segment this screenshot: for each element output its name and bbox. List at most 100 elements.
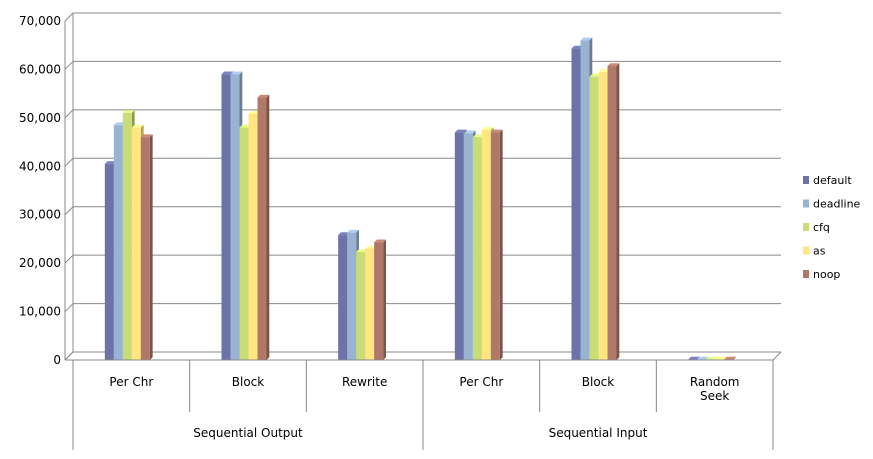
bar-front [472,137,482,360]
legend-item: noop [803,268,840,281]
bar-front [598,71,608,360]
bar-top [221,71,234,75]
bar-side [616,63,620,360]
bar-top [338,232,350,236]
bar-front [365,248,375,360]
bar-side [499,129,503,360]
legend-swatch [803,176,809,184]
bar-top [113,122,126,126]
y-tick-label: 60,000 [19,62,61,76]
legend-label: cfq [813,221,830,234]
bar-top [374,239,386,243]
legend-swatch [803,199,809,208]
legend-swatch [803,270,809,278]
bar-side [383,239,386,360]
bar-top [140,134,153,138]
bar-top [356,249,368,253]
x-tick-label: Rewrite [342,375,387,389]
legend-item: cfq [803,221,830,234]
legend: default deadline cfq as noop [803,174,861,281]
gridline-depth [64,12,74,22]
bar-front [257,97,267,360]
bar-front [580,40,590,360]
x-tick-label: Random Seek [690,375,740,403]
bar-front [490,132,500,360]
bar-top [580,37,593,41]
bar-front [221,74,231,361]
bar-top [607,63,620,67]
y-tick-label: 40,000 [19,159,61,173]
y-tick-label: 70,000 [19,14,61,28]
bar-side [266,94,270,361]
gridline-depth [64,157,74,167]
legend-item: as [803,245,826,258]
bar-front [230,74,240,361]
bar-front [607,66,617,360]
bars [104,37,736,361]
bar-top [248,111,261,114]
bar-front [374,242,384,360]
bar-top [365,245,377,249]
bar-front [113,125,123,360]
bar [374,239,386,360]
bar-front [463,133,473,360]
legend-item: default [803,174,852,187]
bar-front [239,127,249,361]
bar-top [589,73,602,77]
bar-front [589,76,599,360]
bar-top [481,127,494,130]
x-tick-label: Per Chr [459,375,503,389]
gridline-depth [64,254,74,264]
bar-front [140,137,150,360]
bar-top [257,94,270,98]
y-tick-label: 10,000 [19,305,61,319]
y-tick-label: 50,000 [19,111,61,125]
legend-item: deadline [803,198,861,211]
floor-edge-right [772,351,782,361]
x-tick-label: Block [232,375,265,389]
gridline-depth [64,109,74,119]
gridline-depth [64,303,74,312]
bar-top [724,356,736,360]
legend-label: noop [813,268,840,281]
bar-top [104,161,117,164]
grid-lines [64,12,782,361]
bar-front [131,127,141,361]
bar-side [149,134,153,360]
axes: 0 10,000 20,000 30,000 40,000 50,000 60,000 70,… [19,14,774,450]
legend-swatch [803,223,809,231]
bar-top [122,110,135,114]
legend-label: as [813,245,826,258]
legend-label: default [813,174,852,187]
bar [257,94,270,361]
bar-front [356,252,366,360]
y-tick-label: 20,000 [19,256,61,270]
bar-front [104,163,114,360]
y-tick-label: 30,000 [19,208,61,222]
bar-front [122,113,132,360]
bar-top [697,356,709,360]
legend-label: deadline [813,198,861,211]
bar-front [347,232,357,360]
x-tick-label: Per Chr [109,375,153,389]
bar-top [571,45,584,49]
bar-top [463,130,476,134]
bar-top [230,71,243,75]
bar-front [571,48,581,361]
bar-top [688,356,700,360]
bar [607,63,620,360]
bar-top [472,134,485,138]
bar-front [248,113,258,361]
bar-side [733,356,736,360]
bar-top [347,229,359,233]
legend-swatch [803,246,809,255]
y-tick-label: 0 [53,353,61,367]
bar-top [598,69,611,72]
x-tick-label: Block [582,375,615,389]
gridline-depth [64,61,74,70]
bar-front [454,132,464,360]
gridline-depth [64,351,74,361]
bar-front [338,235,348,360]
bar-top [715,356,727,360]
